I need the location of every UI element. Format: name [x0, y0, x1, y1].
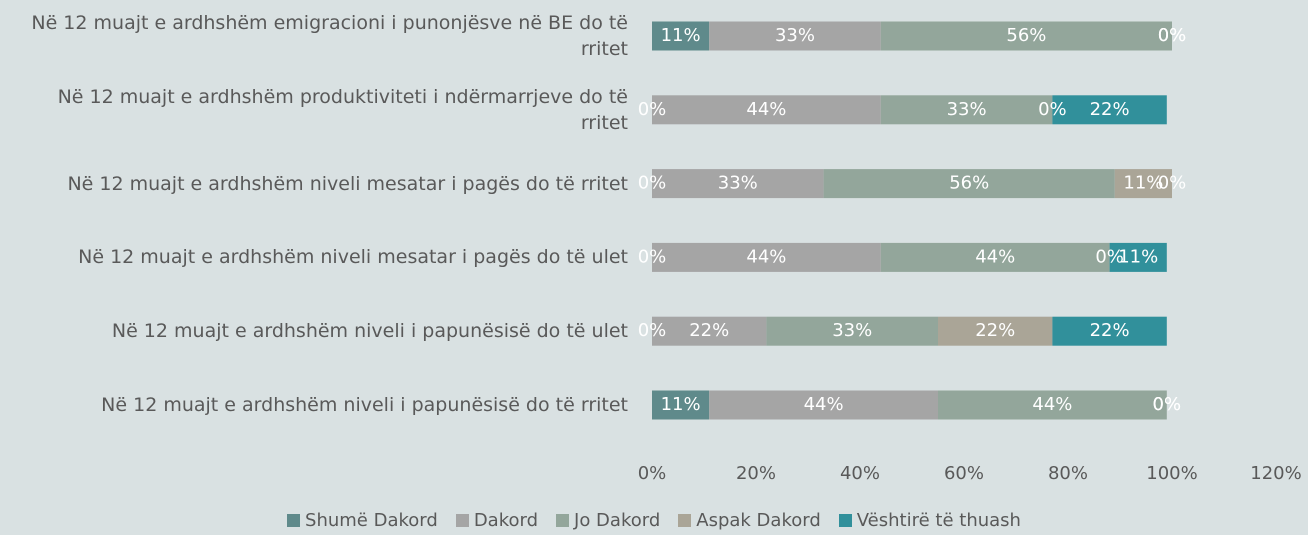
legend-label: Jo Dakord: [574, 510, 661, 531]
bar-segment: [1114, 169, 1172, 199]
bar-segment: [709, 21, 881, 51]
bar-segment: [823, 169, 1115, 199]
data-label: 11%: [661, 394, 701, 415]
data-label: 0%: [1038, 99, 1067, 120]
legend-label: Vështirë të thuash: [856, 510, 1021, 531]
data-label: 0%: [638, 99, 667, 120]
data-label: 0%: [1095, 246, 1124, 267]
legend-label: Shumë Dakord: [305, 510, 438, 531]
bar-segment: [766, 316, 938, 346]
x-tick-label: 60%: [944, 463, 984, 484]
data-label: 0%: [1158, 25, 1187, 46]
category-label: Në 12 muajt e ardhshëm niveli mesatar i …: [78, 246, 628, 269]
data-label: 33%: [832, 320, 872, 341]
data-label: 56%: [1006, 25, 1046, 46]
category-label: Në 12 muajt e ardhshëm niveli i papunësi…: [111, 320, 628, 343]
data-label: 44%: [975, 246, 1015, 267]
data-label: 11%: [661, 25, 701, 46]
data-label: 33%: [947, 99, 987, 120]
legend-item: Jo Dakord: [556, 510, 660, 531]
data-label: 33%: [718, 173, 758, 194]
x-tick-label: 80%: [1048, 463, 1088, 484]
bar-segment: [880, 95, 1053, 125]
category-label: Në 12 muajt e ardhshëm niveli i papunësi…: [101, 394, 628, 416]
legend-swatch: [455, 514, 469, 527]
data-label: 22%: [1090, 99, 1130, 120]
x-tick-label: 40%: [840, 463, 880, 484]
bar-segment: [652, 169, 824, 199]
data-label: 0%: [1153, 394, 1182, 415]
data-label: 22%: [1090, 320, 1130, 341]
legend-item: Dakord: [455, 510, 539, 531]
bar-segment: [652, 390, 710, 420]
legend-swatch: [556, 514, 570, 527]
data-label: 11%: [1118, 246, 1158, 267]
x-tick-label: 0%: [638, 463, 667, 484]
bar-segment: [1052, 316, 1167, 346]
data-label: 22%: [975, 320, 1015, 341]
legend-swatch: [838, 514, 852, 527]
bar-segment: [1052, 95, 1167, 125]
bar-segment: [1109, 242, 1167, 272]
bar-segment: [880, 242, 1110, 272]
data-label: 0%: [638, 320, 667, 341]
x-tick-label: 100%: [1146, 463, 1197, 484]
category-label: Në 12 muajt e ardhshëm niveli mesatar i …: [67, 172, 628, 195]
legend-item: Aspak Dakord: [678, 510, 821, 531]
data-label: 11%: [1123, 173, 1163, 194]
bar-segment: [938, 390, 1167, 420]
legend-swatch: [287, 514, 301, 527]
bar-segment: [652, 95, 881, 125]
bar-segment: [652, 242, 881, 272]
legend-label: Aspak Dakord: [696, 510, 821, 531]
data-label: 44%: [746, 246, 786, 267]
data-label: 56%: [949, 173, 989, 194]
bar-segment: [880, 21, 1172, 51]
data-label: 0%: [1158, 25, 1187, 46]
category-label: Në 12 muajt e ardhshëm produktiviteti i …: [57, 85, 628, 134]
category-label: Në 12 muajt e ardhshëm emigracioni i pun…: [31, 12, 628, 60]
data-label: 0%: [638, 246, 667, 267]
bar-segment: [709, 390, 938, 420]
bar-segment: [652, 21, 710, 51]
data-label: 44%: [746, 99, 786, 120]
data-label: 0%: [1153, 394, 1182, 415]
data-label: 33%: [775, 25, 815, 46]
data-label: 0%: [1158, 173, 1187, 194]
data-label: 0%: [638, 173, 667, 194]
x-tick-label: 20%: [736, 463, 776, 484]
legend-swatch: [678, 514, 692, 527]
bar-segment: [652, 316, 767, 346]
data-label: 44%: [1032, 394, 1072, 415]
x-tick-label: 120%: [1250, 463, 1301, 484]
legend-item: Vështirë të thuash: [838, 510, 1021, 531]
data-label: 44%: [804, 394, 844, 415]
legend: Shumë Dakord Dakord Jo Dakord Aspak Dakord V…: [0, 510, 1308, 531]
legend-label: Dakord: [473, 510, 539, 531]
legend-item: Shumë Dakord: [287, 510, 438, 531]
bar-segment: [938, 316, 1053, 346]
data-label: 22%: [689, 320, 729, 341]
